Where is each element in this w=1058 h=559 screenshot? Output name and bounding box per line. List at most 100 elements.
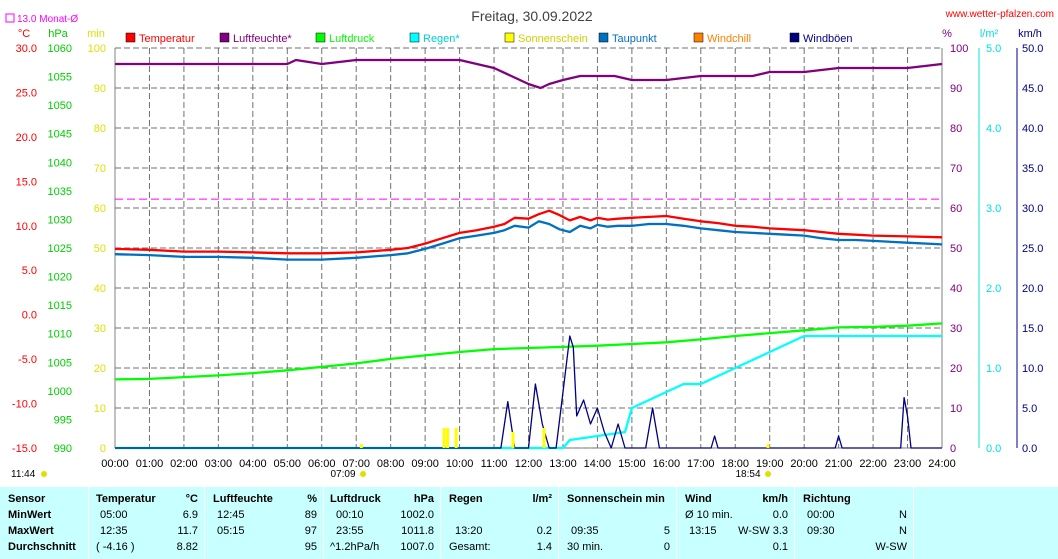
cell-value: W-SW 3.3 <box>738 525 788 537</box>
sunrise-time: 07:09 <box>330 469 355 480</box>
sun_min-tick-label: 60 <box>94 203 106 215</box>
pressure-tick-label: 1010 <box>48 329 72 341</box>
wind-unit-label: km/h <box>1018 28 1042 40</box>
cell-time: 00:10 <box>336 509 364 521</box>
humidity-tick-label: 90 <box>950 83 962 95</box>
cell-value: 1.4 <box>536 541 552 553</box>
statistics-table: Sensor MinWert MaxWert Durchschnitt Temp… <box>0 487 1058 559</box>
cell-time: 13:15 <box>689 525 717 537</box>
wind-tick-label: 10.0 <box>1022 363 1043 375</box>
humidity-tick-label: 40 <box>950 283 962 295</box>
cell-value: 95 <box>304 541 317 553</box>
x-tick-label: 18:00 <box>721 458 749 470</box>
legend-label: Temperatur <box>139 33 195 45</box>
sunshine-bar <box>442 428 446 448</box>
weather-chart: 00:00 01:00 02:00 03:00 04:00 05:00 06:00 07:00… <box>5 8 1054 480</box>
legend-label: Taupunkt <box>612 33 657 45</box>
temp-tick-label: -10.0 <box>12 399 37 411</box>
cell-value: 1007.0 <box>400 541 434 553</box>
wind-tick-label: 50.0 <box>1022 43 1043 55</box>
cell-time: ( -4.16 ) <box>96 541 135 553</box>
cell-time: 09:30 <box>807 525 835 537</box>
legend-swatch <box>219 32 230 43</box>
pressure-tick-label: 1060 <box>48 43 72 55</box>
cell-value: 1011.8 <box>401 525 434 537</box>
rain-tick-label: 4.0 <box>986 123 1001 135</box>
cell-time: 23:55 <box>336 525 364 537</box>
col-temperature: Temperatur °C 05:00 6.9 12:35 11.7 ( -4.… <box>88 487 205 559</box>
temp-tick-label: 30.0 <box>16 43 37 55</box>
cell-value: 1002.0 <box>400 509 434 521</box>
x-tick-label: 10:00 <box>446 458 474 470</box>
pressure-tick-label: 1055 <box>48 72 72 84</box>
hdr-wind-unit: km/h <box>762 493 788 505</box>
col-wind: Wind km/h Ø 10 min. 0.0 13:15 W-SW 3.3 0… <box>677 487 795 559</box>
temp-tick-label: 10.0 <box>16 221 37 233</box>
x-tick-label: 07:00 <box>342 458 370 470</box>
x-tick-label: 04:00 <box>239 458 267 470</box>
x-tick-label: 13:00 <box>549 458 577 470</box>
x-tick-label: 00:00 <box>101 458 129 470</box>
temp-tick-label: 5.0 <box>22 265 37 277</box>
chart-title: Freitag, 30.09.2022 <box>471 8 593 24</box>
col-rain: Regen l/m² 13:20 0.2 Gesamt: 1.4 <box>441 487 559 559</box>
wind-tick-label: 45.0 <box>1022 83 1043 95</box>
legend-swatch <box>789 32 800 43</box>
sun_min-tick-label: 70 <box>94 163 106 175</box>
temp-unit-label: °C <box>18 28 30 40</box>
legend-swatch <box>315 32 326 43</box>
humidity-tick-label: 80 <box>950 123 962 135</box>
temp-tick-label: 25.0 <box>16 87 37 99</box>
wind-tick-label: 35.0 <box>1022 163 1043 175</box>
col-sunshine: Sonnenschein min 09:35 5 30 min. 0 <box>559 487 677 559</box>
hdr-rain: Regen <box>449 493 483 505</box>
humidity-tick-label: 0 <box>950 443 956 455</box>
legend-swatch <box>125 32 136 43</box>
cell-time: 05:00 <box>100 509 128 521</box>
x-tick-label: 15:00 <box>618 458 646 470</box>
cell-time: Gesamt: <box>449 541 491 553</box>
hdr-temp-unit: °C <box>185 493 198 505</box>
cell-time: 30 min. <box>567 541 604 553</box>
sun_min-tick-label: 10 <box>94 403 106 415</box>
hdr-pressure: Luftdruck <box>330 493 381 505</box>
humidity-tick-label: 50 <box>950 243 962 255</box>
cell-value: N <box>899 525 907 537</box>
daylength-value: 11:44 <box>11 469 36 480</box>
cell-value: 89 <box>304 509 317 521</box>
hdr-pressure-unit: hPa <box>413 493 434 505</box>
cell-value: 11.7 <box>177 525 198 537</box>
legend-label: Luftdruck <box>329 33 375 45</box>
hdr-rain-unit: l/m² <box>532 493 552 505</box>
sun_min-tick-label: 30 <box>94 323 106 335</box>
cell-value: 0.1 <box>772 541 788 553</box>
pressure-tick-label: 1030 <box>48 214 72 226</box>
col-pressure: Luftdruck hPa 00:10 1002.0 23:55 1011.8 … <box>324 487 441 559</box>
hdr-direction: Richtung <box>803 493 851 505</box>
sun_min-tick-label: 0 <box>100 443 106 455</box>
legend-label: Windböen <box>803 33 853 45</box>
sun_min-tick-label: 80 <box>94 123 106 135</box>
cell-value: 0.0 <box>772 509 788 521</box>
chart-series <box>114 58 943 450</box>
temp-tick-label: 20.0 <box>16 132 37 144</box>
x-tick-label: 09:00 <box>411 458 439 470</box>
wind-tick-label: 25.0 <box>1022 243 1043 255</box>
temp-tick-label: -5.0 <box>18 354 37 366</box>
cell-time: 12:45 <box>217 509 245 521</box>
sunshine-bar <box>511 432 515 448</box>
x-tick-label: 19:00 <box>756 458 784 470</box>
cell-value: 6.9 <box>182 509 198 521</box>
cell-value: 8.82 <box>176 541 198 553</box>
x-tick-label: 20:00 <box>790 458 818 470</box>
pressure-tick-label: 1020 <box>48 272 72 284</box>
cell-time: 09:35 <box>571 525 599 537</box>
pressure-tick-label: 1035 <box>48 186 72 198</box>
monthly-avg-marker <box>5 13 15 23</box>
sun_min-unit-label: min <box>87 28 105 40</box>
cell-time: 00:00 <box>807 509 835 521</box>
source-url: www.wetter-pfalzen.com <box>945 9 1054 20</box>
rain-tick-label: 1.0 <box>986 363 1001 375</box>
series-regen-line <box>115 334 942 450</box>
humidity-tick-label: 30 <box>950 323 962 335</box>
